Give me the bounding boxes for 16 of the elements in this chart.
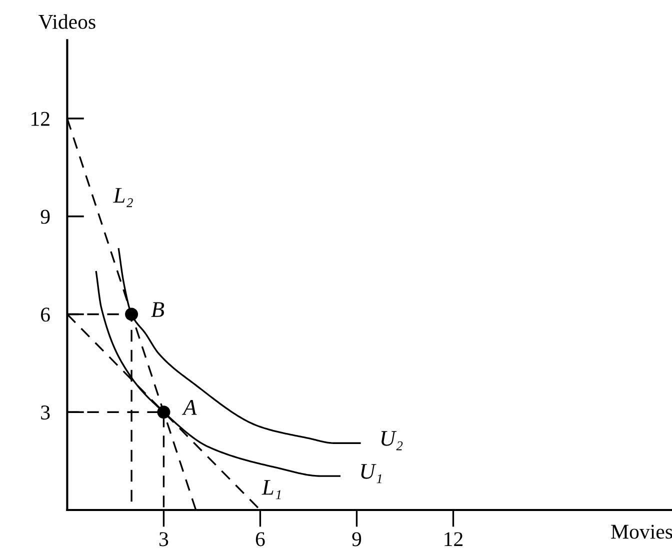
x-tick-label: 12 xyxy=(444,532,463,546)
y-axis-title: Videos xyxy=(38,14,96,30)
annotation: L₂ xyxy=(113,188,133,208)
annotation: L₁ xyxy=(262,480,281,500)
x-tick-label: 3 xyxy=(160,532,168,546)
y-tick-label: 12 xyxy=(32,112,50,126)
y-tick-label: 9 xyxy=(40,210,50,224)
y-tick-label: 6 xyxy=(41,308,50,322)
annotation: U₂ xyxy=(381,431,403,450)
annotation: A xyxy=(182,400,197,415)
x-tick-label: 9 xyxy=(352,532,362,546)
annotation: U₁ xyxy=(361,464,382,484)
x-tick-label: 6 xyxy=(256,532,265,546)
y-tick-label: 3 xyxy=(41,406,50,420)
x-axis-title: Movies xyxy=(611,524,672,539)
annotation: B xyxy=(151,302,164,317)
